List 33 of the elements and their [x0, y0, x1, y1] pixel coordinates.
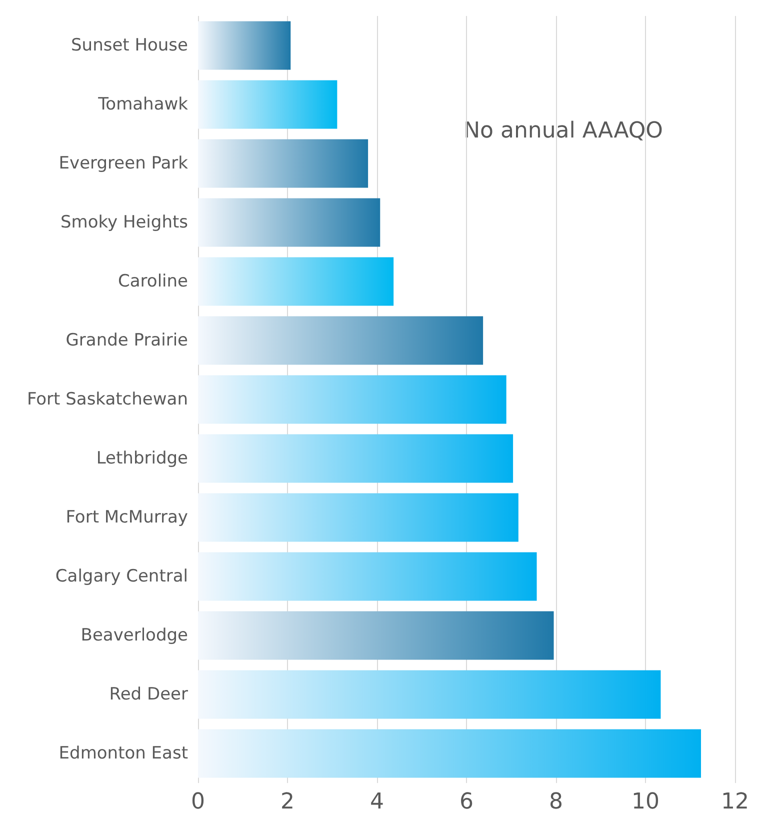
- bar: [198, 198, 380, 247]
- bar: [198, 552, 537, 601]
- bar: [198, 434, 514, 483]
- bar: [198, 375, 506, 424]
- x-tick-label: 4: [370, 790, 384, 814]
- bar: [198, 729, 701, 778]
- x-tick-label: 6: [460, 790, 474, 814]
- y-tick-label: Fort McMurray: [66, 508, 188, 528]
- bar: [198, 316, 484, 365]
- y-tick-label: Fort Saskatchewan: [26, 390, 188, 410]
- bar: [198, 670, 661, 719]
- bar: [198, 611, 554, 660]
- bar: [198, 80, 338, 129]
- y-tick-label: Red Deer: [109, 684, 188, 704]
- x-tick-label: 2: [280, 790, 294, 814]
- y-tick-label: Tomahawk: [97, 94, 188, 114]
- y-tick-label: Beaverlodge: [80, 626, 188, 646]
- y-tick-label: Lethbridge: [96, 448, 188, 468]
- bar: [198, 257, 394, 306]
- y-tick-label: Grande Prairie: [66, 330, 188, 350]
- x-tick-label: 0: [191, 790, 205, 814]
- x-tick-label: 10: [632, 790, 660, 814]
- y-tick-label: Caroline: [118, 272, 188, 292]
- x-tick-label: 8: [549, 790, 563, 814]
- bar: [198, 139, 368, 188]
- y-tick-label: Smoky Heights: [60, 212, 188, 232]
- y-tick-label: Edmonton East: [58, 744, 188, 764]
- y-tick-label: Calgary Central: [55, 566, 188, 586]
- x-tick-label: 12: [721, 790, 749, 814]
- y-tick-label: Evergreen Park: [58, 154, 188, 174]
- y-tick-label: Sunset House: [71, 36, 188, 56]
- bar: [198, 493, 518, 542]
- bar: [198, 21, 291, 70]
